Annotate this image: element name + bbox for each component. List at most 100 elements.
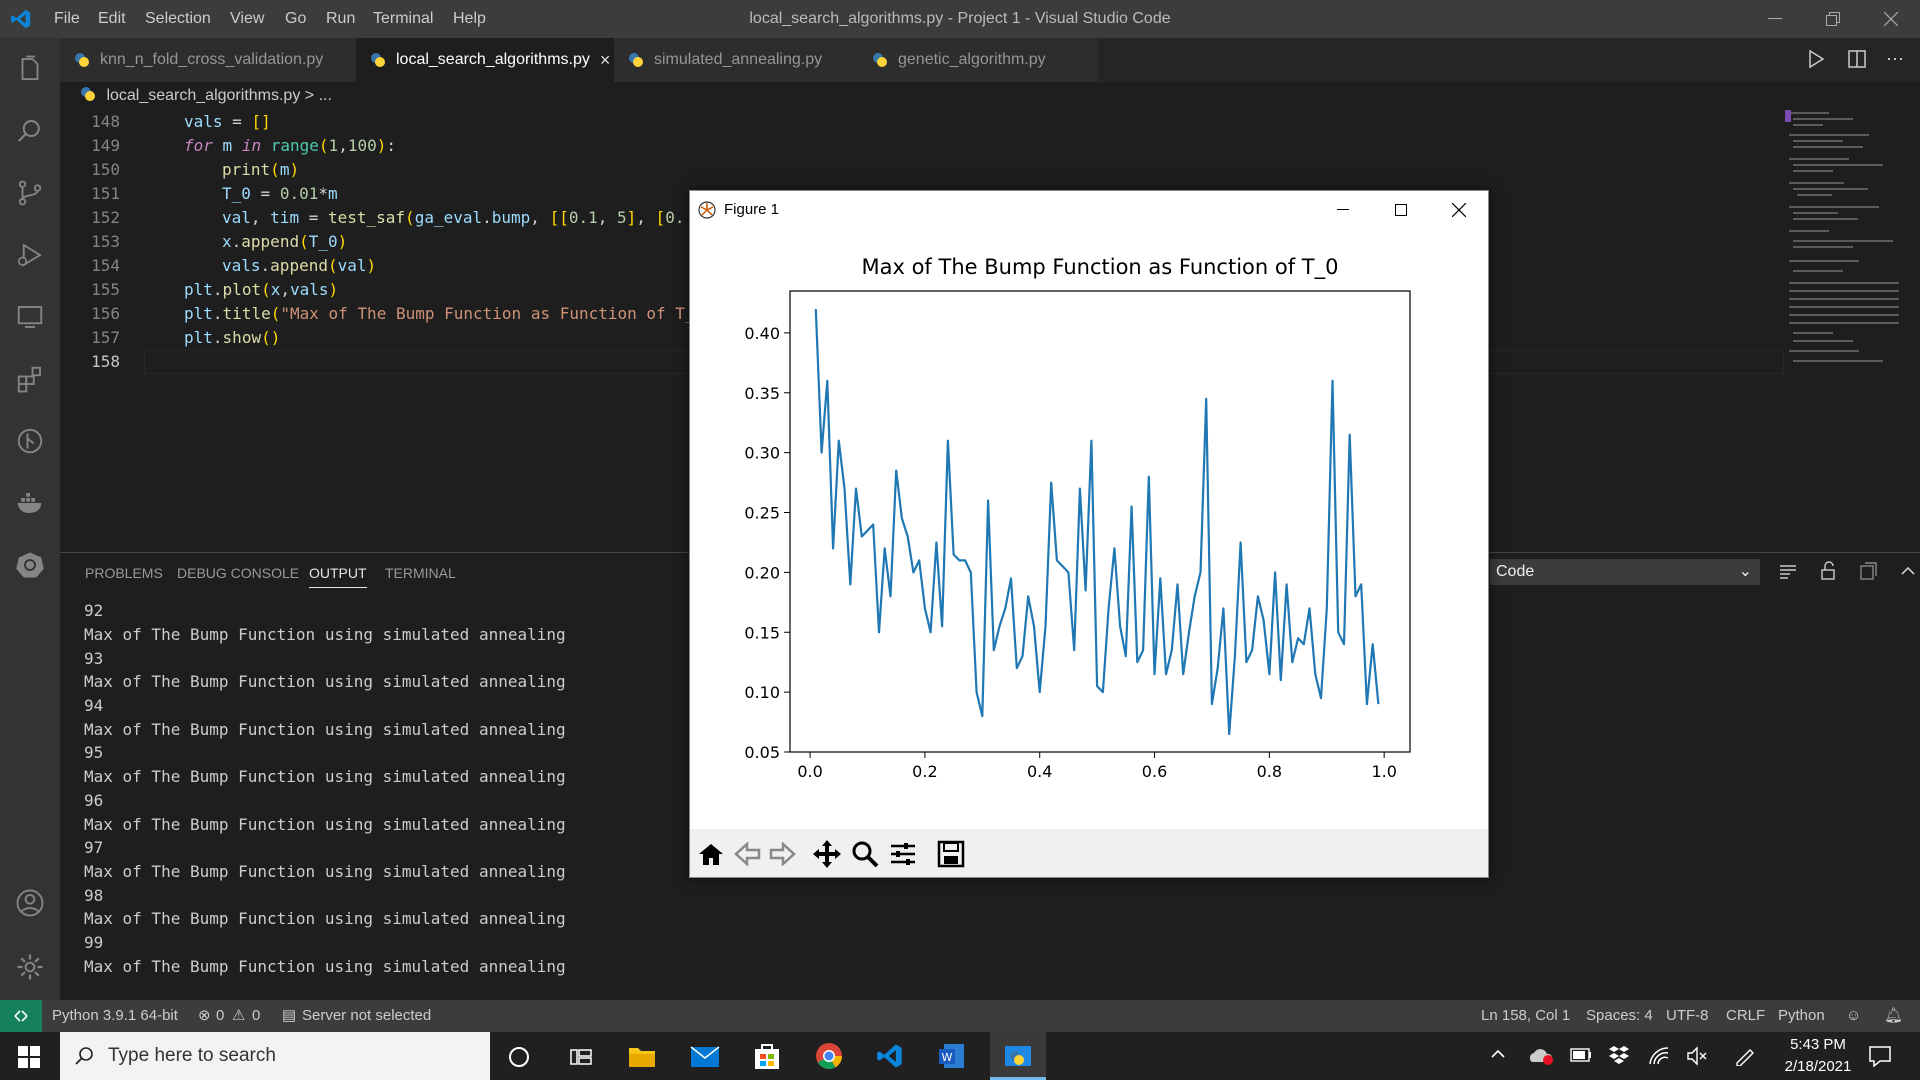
action-center-icon[interactable] — [1868, 1045, 1892, 1072]
docker-icon[interactable] — [0, 472, 60, 534]
git-graph-icon[interactable] — [0, 410, 60, 472]
close-icon[interactable]: × — [599, 49, 611, 70]
pan-icon[interactable] — [810, 837, 844, 871]
save-icon[interactable] — [934, 837, 968, 871]
configure-subplots-icon[interactable] — [886, 837, 920, 871]
remote-explorer-icon[interactable] — [0, 286, 60, 348]
menu-run[interactable]: Run — [326, 10, 356, 27]
forward-arrow-icon[interactable] — [766, 837, 800, 871]
run-debug-icon[interactable] — [0, 224, 60, 286]
tab-genetic-algorithm[interactable]: genetic_algorithm.py — [858, 38, 1098, 82]
warning-count[interactable]: 0 — [252, 1007, 261, 1024]
task-view-icon[interactable] — [570, 1046, 592, 1073]
open-log-icon[interactable] — [1858, 561, 1878, 586]
tab-knn[interactable]: knn_n_fold_cross_validation.py — [60, 38, 356, 82]
kubernetes-icon[interactable] — [0, 534, 60, 596]
code-line-149: for m in range(1,100): — [184, 136, 397, 155]
menu-view[interactable]: View — [230, 10, 265, 27]
figure-close-button[interactable] — [1434, 191, 1484, 229]
encoding[interactable]: UTF-8 — [1666, 1007, 1709, 1024]
taskbar-date[interactable]: 2/18/2021 — [1784, 1058, 1852, 1075]
feedback-icon[interactable]: ☺ — [1846, 1007, 1862, 1024]
taskbar: Type here to search W 5:43 PM 2/18/2021 — [0, 1032, 1920, 1080]
cursor-position[interactable]: Ln 158, Col 1 — [1481, 1007, 1571, 1024]
window-title: local_search_algorithms.py - Project 1 -… — [749, 10, 1171, 27]
language-mode[interactable]: Python — [1778, 1007, 1825, 1024]
python-interpreter[interactable]: Python 3.9.1 64-bit — [52, 1007, 178, 1024]
indentation[interactable]: Spaces: 4 — [1586, 1007, 1653, 1024]
tab-problems[interactable]: PROBLEMS — [85, 565, 163, 581]
volume-muted-icon[interactable] — [1686, 1046, 1708, 1071]
remote-indicator[interactable] — [0, 1000, 42, 1032]
menu-help[interactable]: Help — [453, 10, 486, 27]
tab-label: local_search_algorithms.py — [396, 51, 590, 68]
tab-terminal[interactable]: TERMINAL — [385, 565, 456, 581]
cortana-icon[interactable] — [508, 1046, 530, 1073]
lock-scroll-icon[interactable] — [1818, 561, 1838, 586]
source-control-icon[interactable] — [0, 162, 60, 224]
extensions-icon[interactable] — [0, 348, 60, 410]
taskbar-time[interactable]: 5:43 PM — [1790, 1036, 1846, 1053]
chrome-icon[interactable] — [815, 1042, 843, 1075]
tab-local-search[interactable]: local_search_algorithms.py × — [356, 38, 614, 82]
windows-start-icon[interactable] — [18, 1046, 40, 1073]
maximize-panel-icon[interactable] — [1898, 561, 1918, 586]
notifications-icon[interactable]: 🔔︎ — [1884, 1007, 1904, 1024]
show-hidden-icons[interactable] — [1490, 1046, 1506, 1067]
y-tick-label: 0.10 — [744, 683, 780, 702]
word-icon[interactable]: W — [938, 1042, 966, 1075]
pen-icon[interactable] — [1734, 1046, 1756, 1071]
onedrive-icon[interactable] — [1528, 1046, 1554, 1071]
menu-edit[interactable]: Edit — [98, 10, 126, 27]
wifi-icon[interactable] — [1648, 1046, 1670, 1071]
error-count[interactable]: 0 — [216, 1007, 225, 1024]
warning-icon: ⚠ — [232, 1007, 246, 1024]
x-tick-label: 0.2 — [912, 762, 937, 781]
vscode-taskbar-icon[interactable] — [876, 1042, 904, 1075]
back-arrow-icon[interactable] — [730, 837, 764, 871]
menu-go[interactable]: Go — [285, 10, 307, 27]
close-window-button[interactable] — [1862, 0, 1920, 38]
tab-simulated-annealing[interactable]: simulated_annealing.py — [614, 38, 858, 82]
taskbar-search-box[interactable]: Type here to search — [60, 1032, 490, 1080]
breadcrumb-rest[interactable]: ... — [318, 87, 332, 104]
code-line-151: T_0 = 0.01*m — [222, 184, 338, 203]
vscode-logo-icon — [10, 8, 32, 30]
split-editor-icon[interactable] — [1847, 49, 1867, 74]
tab-debug-console[interactable]: DEBUG CONSOLE — [177, 565, 300, 581]
menu-terminal[interactable]: Terminal — [373, 10, 434, 27]
minimap[interactable] — [1785, 110, 1910, 430]
breadcrumb: local_search_algorithms.py > ... — [60, 82, 1920, 110]
line-ending[interactable]: CRLF — [1726, 1007, 1766, 1024]
figure-minimize-button[interactable] — [1318, 191, 1368, 229]
search-icon[interactable] — [0, 100, 60, 162]
minimize-button[interactable] — [1746, 0, 1804, 38]
battery-icon[interactable] — [1570, 1048, 1592, 1067]
output-line: 96 — [84, 791, 104, 810]
dropbox-icon[interactable] — [1608, 1044, 1630, 1071]
clear-output-icon[interactable] — [1778, 561, 1798, 586]
run-file-icon[interactable] — [1806, 49, 1826, 74]
explorer-icon[interactable] — [0, 38, 60, 100]
settings-gear-icon[interactable] — [0, 936, 60, 998]
mail-icon[interactable] — [690, 1046, 720, 1073]
tab-label: simulated_annealing.py — [654, 51, 823, 68]
account-icon[interactable] — [0, 872, 60, 934]
line-number: 153 — [91, 232, 120, 251]
menu-file[interactable]: File — [54, 10, 80, 27]
zoom-icon[interactable] — [848, 837, 882, 871]
file-explorer-icon[interactable] — [628, 1044, 656, 1073]
output-channel-select[interactable]: Code ⌄ — [1490, 559, 1760, 585]
server-status[interactable]: Server not selected — [302, 1007, 432, 1024]
tab-output[interactable]: OUTPUT — [309, 565, 367, 588]
figure-maximize-button[interactable] — [1376, 191, 1426, 229]
python-figure-taskbar-icon[interactable] — [990, 1032, 1046, 1080]
y-tick-label: 0.35 — [744, 384, 780, 403]
more-actions-icon[interactable]: ⋯ — [1886, 49, 1904, 69]
output-line: 98 — [84, 886, 104, 905]
breadcrumb-file[interactable]: local_search_algorithms.py — [106, 87, 301, 104]
home-icon[interactable] — [694, 837, 728, 871]
menu-selection[interactable]: Selection — [145, 10, 211, 27]
restore-button[interactable] — [1804, 0, 1862, 38]
store-icon[interactable] — [754, 1042, 780, 1075]
